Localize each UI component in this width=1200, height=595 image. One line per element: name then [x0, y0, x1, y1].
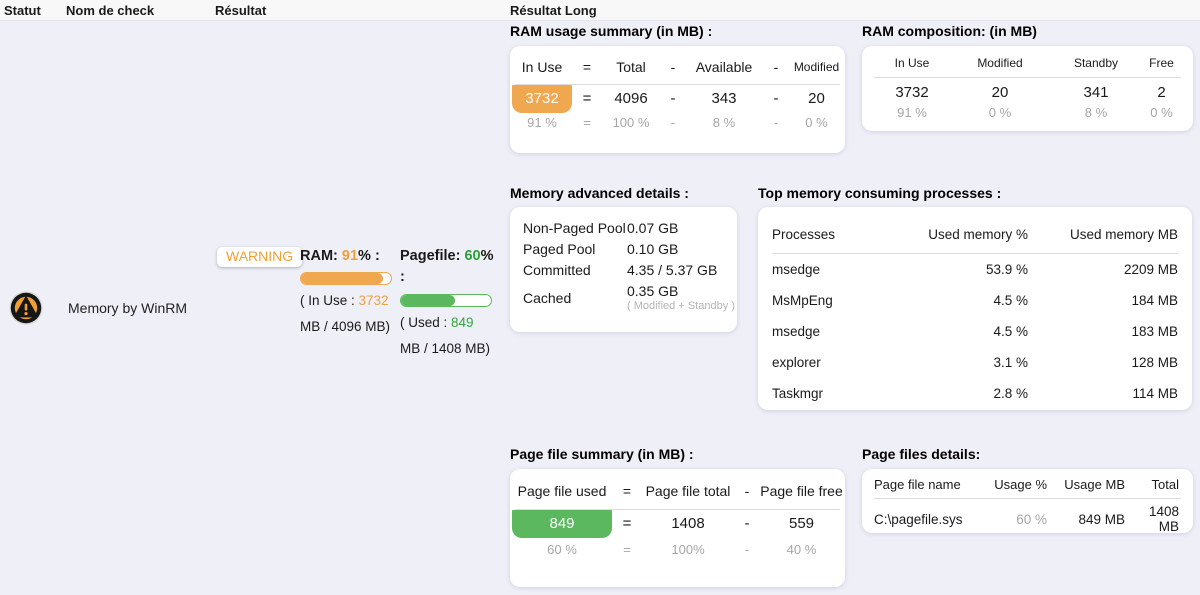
pagefile-usage-bar-fill [401, 295, 455, 306]
cached-note: ( Modified + Standby ) [627, 300, 735, 312]
pagefile-details-card: Page file name Usage % Usage MB Total C:… [862, 469, 1193, 534]
status-badge: WARNING [217, 247, 303, 267]
memory-details-title: Memory advanced details : [510, 185, 689, 201]
ram-result: RAM: 91% : ( In Use : 3732 MB / 4096 MB) [300, 246, 394, 340]
pagefile-details-row: C:\pagefile.sys 60 % 849 MB 1408 MB [874, 504, 1179, 534]
divider [874, 498, 1181, 499]
ram-summary-title: RAM usage summary (in MB) : [510, 23, 713, 39]
pagefile-result: Pagefile: 60% : ( Used : 849 MB / 1408 M… [400, 246, 494, 362]
column-header-statut[interactable]: Statut [4, 3, 41, 18]
pagefile-details-header-row: Page file name Usage % Usage MB Total [874, 477, 1179, 492]
divider [515, 84, 840, 85]
ram-summary-card: In Use = Total - Available - Modified 37… [510, 46, 845, 153]
ram-summary-percents-row: 91 % = 100 % - 8 % - 0 % [527, 115, 828, 130]
pagefile-label: Pagefile: 60% [400, 248, 494, 264]
pagefile-label-colon: : [400, 269, 405, 285]
memory-details-row: Committed 4.35 / 5.37 GB [523, 262, 718, 278]
memory-details-card: Non-Paged Pool 0.07 GB Paged Pool 0.10 G… [510, 207, 737, 332]
processes-header-row: Processes Used memory % Used memory MB [772, 227, 1178, 242]
pagefile-usage-bar [400, 294, 492, 307]
process-row: Taskmgr 2.8 % 114 MB [772, 386, 1178, 401]
process-row: MsMpEng 4.5 % 184 MB [772, 293, 1178, 308]
ram-summary-header-row: In Use = Total - Available - Modified [521, 59, 840, 75]
process-row: msedge 4.5 % 183 MB [772, 324, 1178, 339]
memory-details-row: Non-Paged Pool 0.07 GB [523, 220, 679, 236]
processes-title: Top memory consuming processes : [758, 185, 1002, 201]
divider [874, 77, 1181, 78]
pagefile-details-title: Page files details: [862, 446, 981, 462]
ram-label: RAM: 91% : [300, 248, 380, 264]
column-header-resultat[interactable]: Résultat [215, 3, 267, 18]
memory-details-row: Paged Pool 0.10 GB [523, 241, 679, 257]
pagefile-summary-values-row: 849 = 1408 - 559 [510, 510, 845, 538]
ram-composition-title: RAM composition: (in MB) [862, 23, 1037, 39]
pagefile-used-pill: 849 [512, 510, 612, 538]
process-row: explorer 3.1 % 128 MB [772, 355, 1178, 370]
column-header-resultat-long[interactable]: Résultat Long [510, 3, 597, 18]
pagefile-summary-header-row: Page file used = Page file total - Page … [517, 483, 843, 499]
pagefile-summary-percents-row: 60 % = 100% - 40 % [547, 542, 817, 557]
ram-composition-values-row: 3732 20 341 2 [895, 84, 1166, 101]
ram-composition-header-row: In Use Modified Standby Free [894, 56, 1174, 70]
ram-in-use-pill: 3732 [512, 85, 572, 113]
ram-composition-card: In Use Modified Standby Free 3732 20 341… [862, 46, 1193, 131]
table-header: Statut Nom de check Résultat Résultat Lo… [0, 0, 1200, 21]
ram-usage-bar-fill [301, 273, 383, 284]
pagefile-summary-title: Page file summary (in MB) : [510, 446, 694, 462]
ram-usage-bar [300, 272, 392, 285]
ram-composition-percents-row: 91 % 0 % 8 % 0 % [897, 105, 1173, 120]
ram-detail: ( In Use : 3732 MB / 4096 MB) [300, 293, 391, 334]
result-long: RAM usage summary (in MB) : In Use = Tot… [510, 0, 1200, 595]
pagefile-detail: ( Used : 849 MB / 1408 MB) [400, 315, 491, 356]
processes-card: Processes Used memory % Used memory MB m… [758, 207, 1192, 410]
divider [515, 509, 840, 510]
memory-details-row: Cached 0.35 GB ( Modified + Standby ) [523, 283, 735, 312]
warning-circle-icon [9, 291, 43, 325]
process-row: msedge 53.9 % 2209 MB [772, 262, 1178, 277]
column-header-nom-de-check[interactable]: Nom de check [66, 3, 155, 18]
check-name: Memory by WinRM [68, 300, 188, 316]
divider [772, 253, 1178, 254]
ram-summary-values-row: 3732 = 4096 - 343 - 20 [510, 85, 845, 113]
pagefile-summary-card: Page file used = Page file total - Page … [510, 469, 845, 587]
